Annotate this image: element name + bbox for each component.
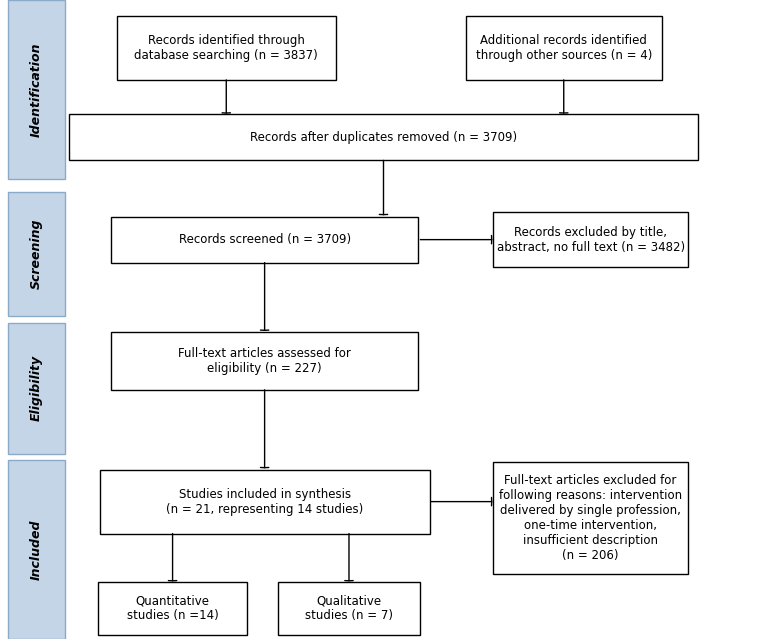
Text: Qualitative
studies (n = 7): Qualitative studies (n = 7) (305, 594, 393, 622)
FancyBboxPatch shape (8, 323, 65, 454)
Text: Full-text articles excluded for
following reasons: intervention
delivered by sin: Full-text articles excluded for followin… (499, 473, 682, 562)
FancyBboxPatch shape (8, 0, 65, 179)
Text: Additional records identified
through other sources (n = 4): Additional records identified through ot… (476, 34, 652, 62)
FancyBboxPatch shape (278, 582, 420, 635)
FancyBboxPatch shape (8, 460, 65, 639)
FancyBboxPatch shape (466, 16, 661, 80)
FancyBboxPatch shape (98, 582, 247, 635)
Text: Studies included in synthesis
(n = 21, representing 14 studies): Studies included in synthesis (n = 21, r… (166, 488, 364, 516)
FancyBboxPatch shape (117, 16, 336, 80)
Text: Included: Included (30, 520, 43, 580)
FancyBboxPatch shape (111, 332, 418, 390)
FancyBboxPatch shape (69, 114, 698, 160)
Text: Records screened (n = 3709): Records screened (n = 3709) (179, 233, 351, 246)
Text: Full-text articles assessed for
eligibility (n = 227): Full-text articles assessed for eligibil… (178, 347, 351, 375)
Text: Identification: Identification (30, 42, 43, 137)
FancyBboxPatch shape (111, 217, 418, 263)
FancyBboxPatch shape (493, 212, 689, 267)
Text: Quantitative
studies (n =14): Quantitative studies (n =14) (127, 594, 219, 622)
Text: Records identified through
database searching (n = 3837): Records identified through database sear… (134, 34, 318, 62)
FancyBboxPatch shape (8, 192, 65, 316)
Text: Records excluded by title,
abstract, no full text (n = 3482): Records excluded by title, abstract, no … (496, 226, 685, 254)
FancyBboxPatch shape (100, 470, 430, 534)
FancyBboxPatch shape (493, 461, 689, 574)
Text: Eligibility: Eligibility (30, 355, 43, 421)
Text: Screening: Screening (30, 219, 43, 289)
Text: Records after duplicates removed (n = 3709): Records after duplicates removed (n = 37… (250, 131, 517, 144)
